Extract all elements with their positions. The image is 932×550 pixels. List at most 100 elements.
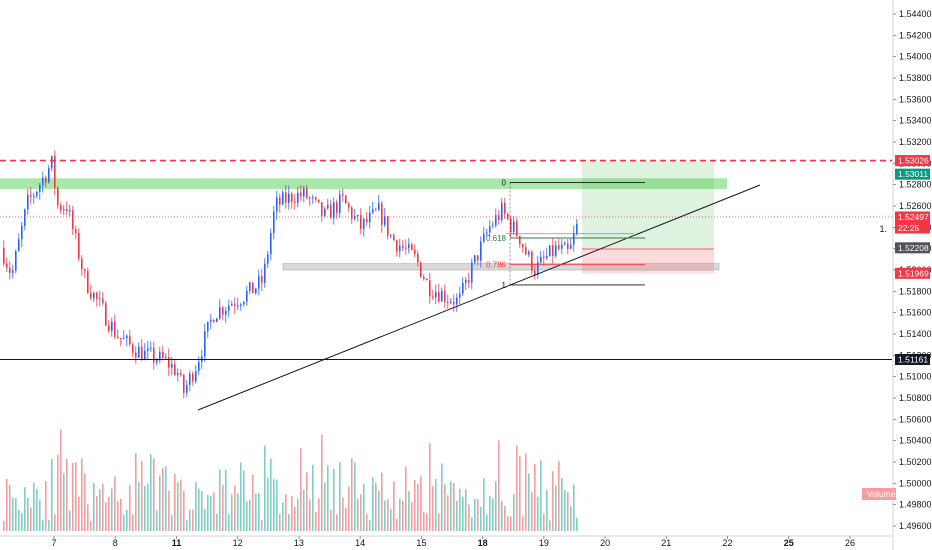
volume-bar — [435, 478, 437, 531]
volume-bar — [36, 489, 38, 531]
volume-bar — [516, 445, 518, 531]
candle-body — [552, 245, 554, 256]
candle-body — [144, 350, 146, 361]
candle-body — [477, 255, 479, 261]
time-tick-label: 11 — [172, 538, 182, 548]
candle-body — [36, 191, 38, 196]
volume-bar — [9, 484, 11, 531]
candle-body — [111, 321, 113, 331]
volume-bar — [201, 490, 203, 531]
candle-body — [432, 296, 434, 298]
volume-bar — [105, 502, 107, 531]
volume-bar — [291, 496, 293, 531]
ascending-trendline[interactable] — [197, 184, 761, 411]
volume-bar — [27, 498, 29, 531]
volume-bar — [129, 484, 131, 531]
candle-body — [96, 292, 98, 299]
price-tick-label: 1.54200 — [899, 30, 932, 40]
volume-bar — [279, 513, 281, 531]
volume-bar — [207, 495, 209, 531]
candle-body — [522, 244, 524, 248]
volume-bar — [96, 496, 98, 531]
volume-bar — [552, 471, 554, 531]
candle-body — [498, 215, 500, 220]
volume-bar — [264, 445, 266, 531]
volume-bar — [354, 462, 356, 531]
volume-bar — [471, 517, 473, 531]
volume-bar — [117, 501, 119, 531]
volume-bar — [114, 476, 116, 531]
volume-bar — [216, 513, 218, 531]
time-tick-label: 15 — [416, 538, 426, 548]
volume-bar — [45, 480, 47, 531]
volume-bar — [294, 507, 296, 531]
volume-bar — [3, 520, 5, 531]
candle-body — [69, 210, 71, 212]
candle-body — [369, 212, 371, 223]
volume-bar — [522, 516, 524, 531]
volume-bar — [75, 462, 77, 531]
time-tick-label: 8 — [113, 538, 118, 548]
candle-body — [315, 197, 317, 200]
time-axis[interactable]: 7 8 11 12 13 14 15 18 19 20 21 22 25 26 — [0, 535, 893, 548]
volume-bar — [213, 492, 215, 531]
volume-bar — [474, 498, 476, 531]
volume-bar — [219, 469, 221, 531]
volume-bar — [267, 477, 269, 531]
time-tick-label: 26 — [845, 538, 855, 548]
volume-bar — [357, 499, 359, 531]
candle-body — [540, 256, 542, 263]
volume-bar — [210, 495, 212, 531]
candle-body — [60, 205, 62, 211]
candle-body — [252, 282, 254, 294]
price-tick-label: 1.51800 — [899, 286, 932, 296]
volume-bar — [171, 515, 173, 531]
candle-body — [531, 251, 533, 271]
candle-body — [309, 197, 311, 199]
volume-bar — [483, 478, 485, 531]
volume-bar — [543, 513, 545, 531]
candle-body — [267, 254, 269, 264]
candle-body — [465, 279, 467, 283]
candle-body — [372, 209, 374, 213]
volume-bar — [366, 513, 368, 531]
price-tick-label: 1.49800 — [899, 500, 932, 510]
volume-bar — [303, 489, 305, 531]
price-badge — [895, 211, 930, 223]
volume-bar — [21, 513, 23, 531]
candle-body — [297, 192, 299, 203]
candle-body — [501, 202, 503, 220]
volume-bar — [468, 504, 470, 531]
candle-body — [327, 204, 329, 209]
volume-bar — [198, 488, 200, 531]
candle-body — [93, 292, 95, 299]
volume-bar — [573, 484, 575, 531]
drawings[interactable]: 0 0.618 0.786 1 — [0, 159, 892, 411]
volume-bar — [141, 460, 143, 531]
price-badge — [895, 168, 930, 180]
volume-bar — [186, 519, 188, 531]
candle-body — [561, 244, 563, 249]
candle-body — [78, 233, 80, 259]
volume-bar — [420, 476, 422, 531]
candle-body — [336, 202, 338, 213]
volume-bar — [234, 485, 236, 531]
time-tick-label: 21 — [661, 538, 671, 548]
volume-bar — [414, 480, 416, 531]
candle-body — [495, 215, 497, 226]
volume-bar — [318, 498, 320, 531]
axis-stub-label: 1. — [879, 224, 887, 234]
price-tick-label: 1.50200 — [899, 457, 932, 467]
candle-body — [72, 210, 74, 230]
position-stop-area — [582, 248, 714, 274]
time-tick-label: 12 — [233, 538, 243, 548]
volume-bar — [321, 434, 323, 531]
candle-body — [255, 288, 257, 294]
candle-body — [30, 194, 32, 197]
price-tick-label: 1.53200 — [899, 137, 932, 147]
price-badge-label: 22:25 — [898, 223, 920, 233]
candle-body — [156, 360, 158, 363]
candle-body — [414, 249, 416, 254]
time-tick-label: 7 — [51, 538, 56, 548]
